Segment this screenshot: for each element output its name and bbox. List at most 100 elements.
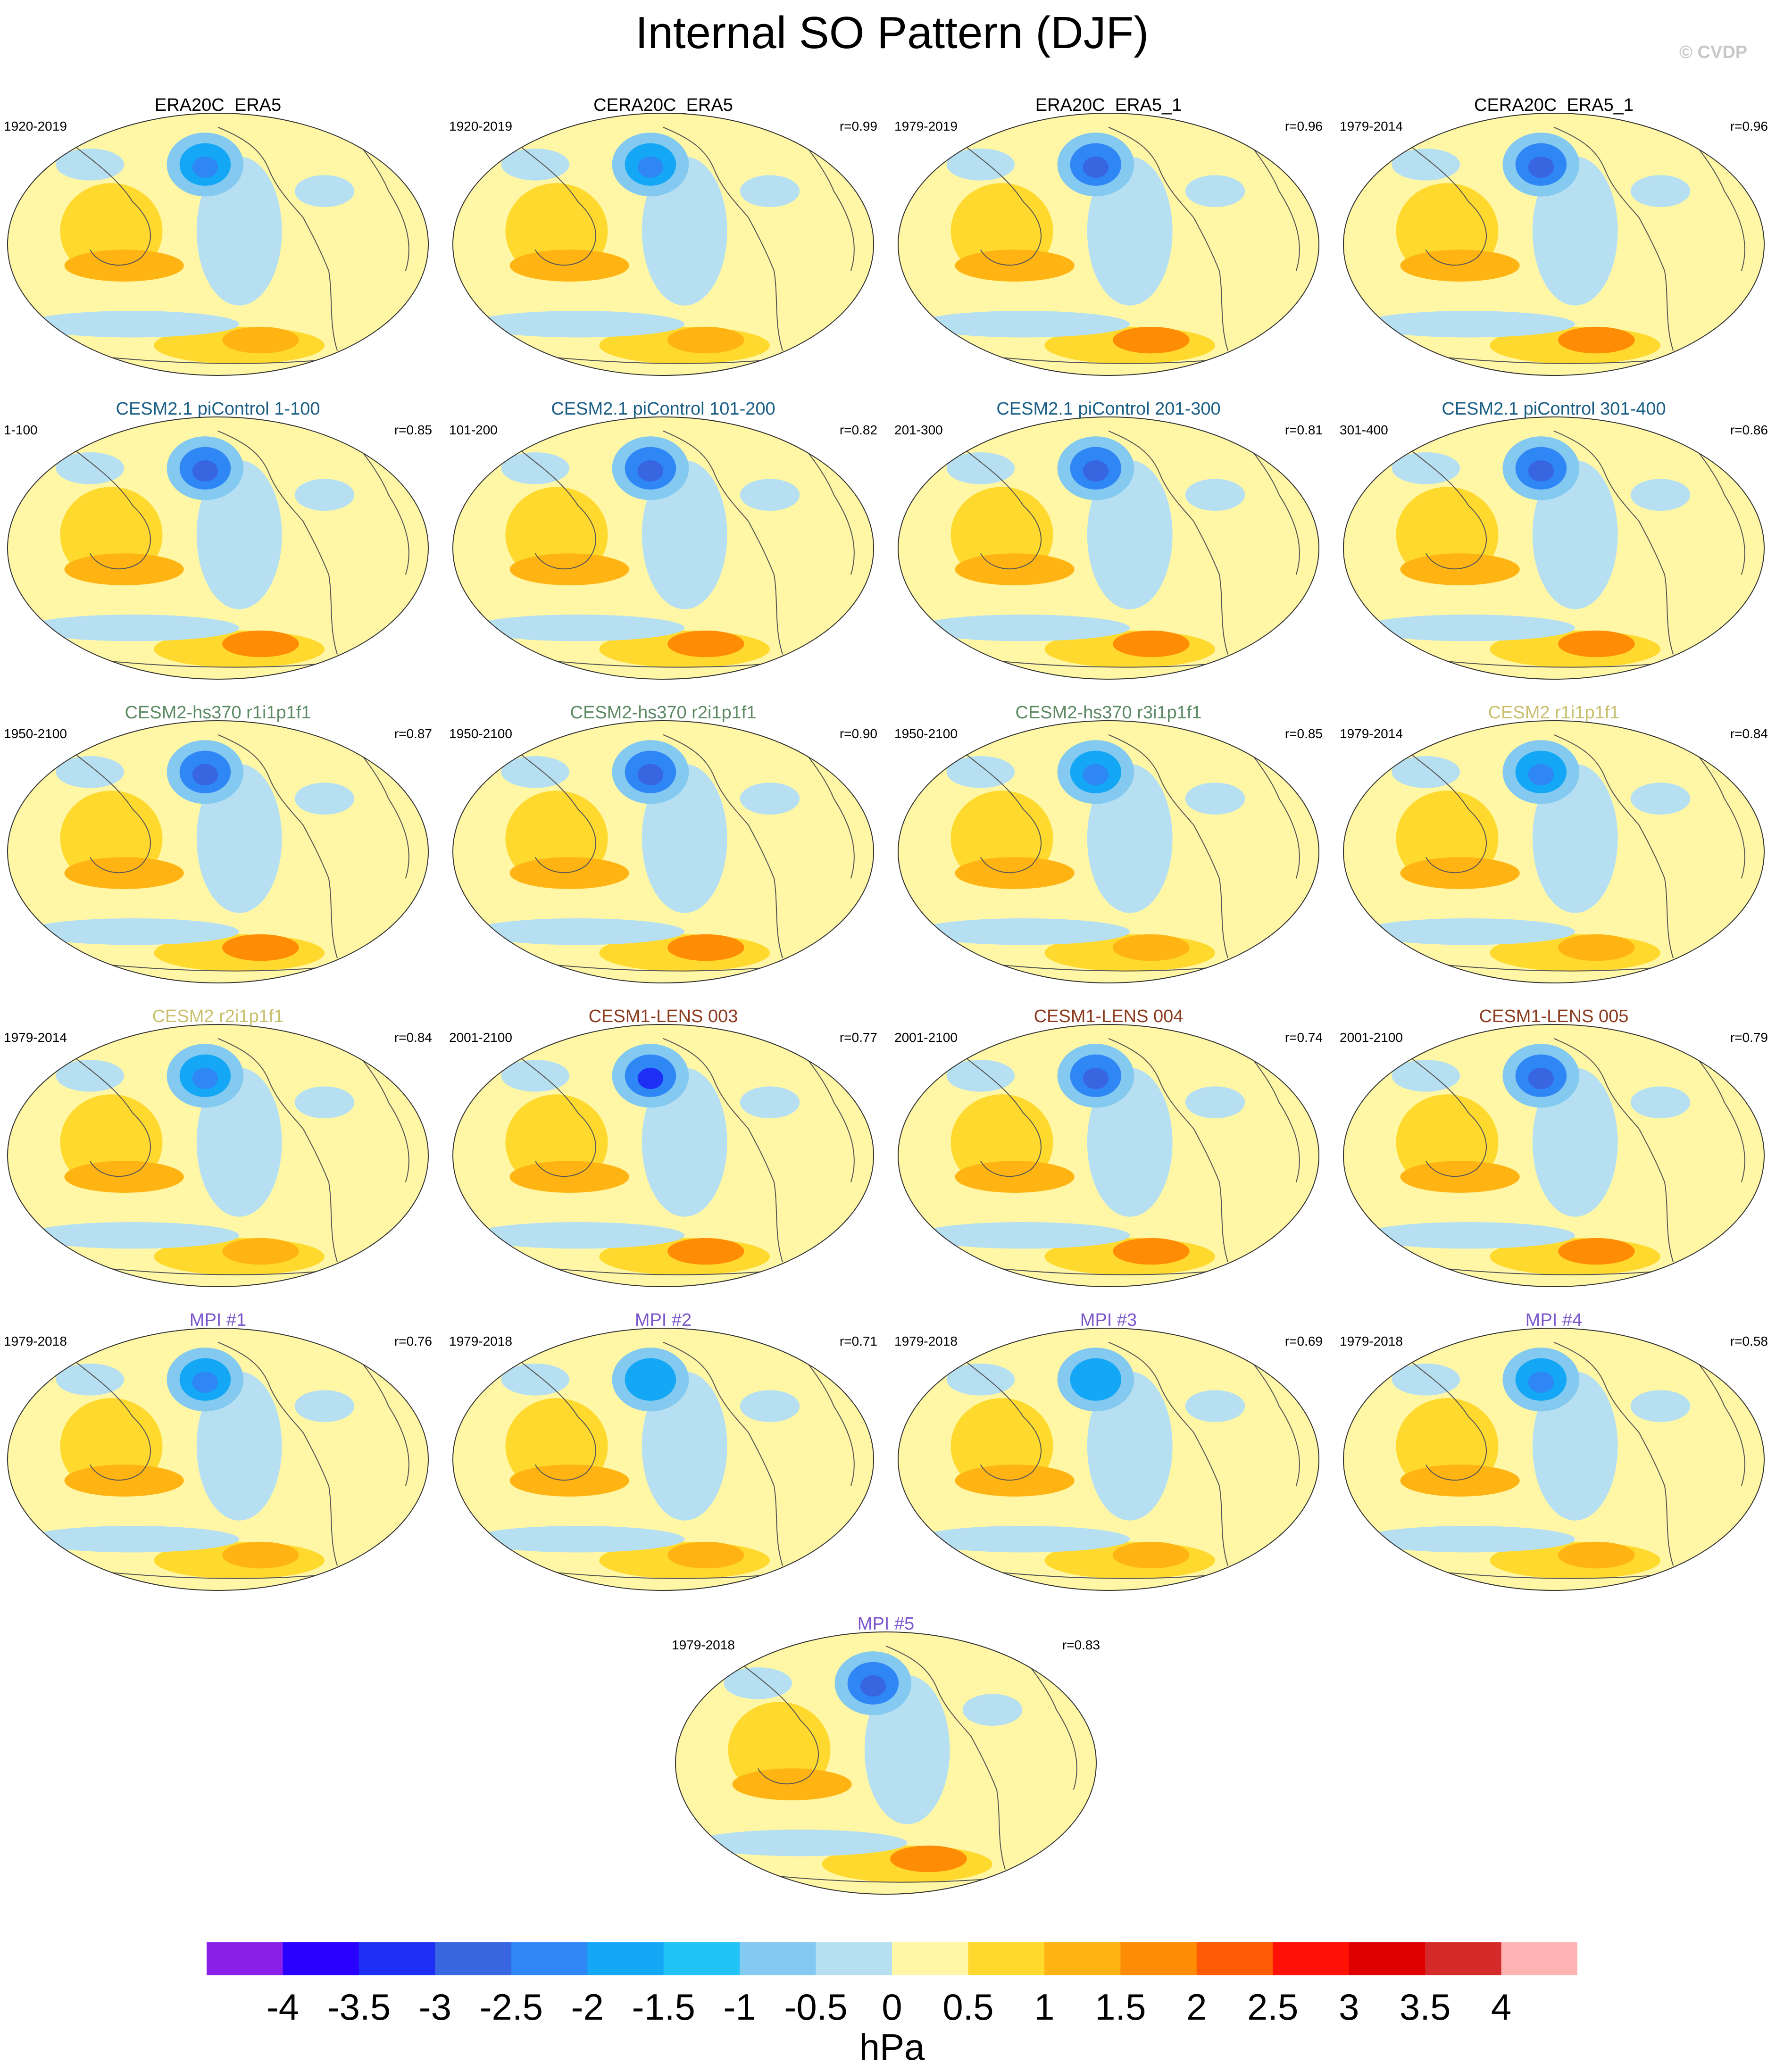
coastline bbox=[663, 1038, 784, 1262]
australian-positive-region bbox=[1400, 553, 1520, 585]
map-border bbox=[7, 1024, 429, 1287]
robinson-map bbox=[7, 720, 429, 983]
coastline bbox=[1553, 126, 1674, 351]
panel-title: CESM2 r2i1p1f1 bbox=[152, 1007, 284, 1026]
north-pacific-low-core bbox=[192, 764, 218, 785]
map-panel: CERA20C_ERA5_1 1979-2014 r=0.96 bbox=[1336, 94, 1772, 387]
map-border bbox=[898, 416, 1319, 680]
north-pacific-low-core bbox=[192, 156, 218, 178]
panel-period: 1950-2100 bbox=[4, 726, 67, 741]
australian-positive-region bbox=[955, 857, 1075, 889]
panel-correlation: r=0.86 bbox=[1730, 423, 1768, 437]
southern-ocean-positive-core bbox=[222, 630, 299, 657]
coastline bbox=[1108, 126, 1229, 351]
coastline bbox=[885, 1645, 1006, 1870]
coastline bbox=[217, 1038, 338, 1262]
panel-title: CESM2.1 piControl 301-400 bbox=[1442, 399, 1666, 419]
panel-period: 1979-2018 bbox=[672, 1638, 735, 1652]
cvdp-watermark: © CVDP bbox=[1679, 42, 1748, 62]
robinson-map bbox=[7, 416, 429, 680]
north-pacific-low-core bbox=[1528, 764, 1554, 785]
atlantic-negative-region bbox=[1185, 1086, 1245, 1119]
panel-period: 2001-2100 bbox=[894, 1030, 958, 1045]
north-pacific-low-core bbox=[1083, 1371, 1109, 1393]
colorbar-tick-label: 3 bbox=[1338, 1986, 1359, 2028]
southern-ocean-positive-core bbox=[1558, 326, 1635, 354]
southern-ocean-positive-core bbox=[1113, 1238, 1190, 1265]
panel-period: 1979-2014 bbox=[1340, 119, 1403, 133]
robinson-map bbox=[898, 416, 1319, 680]
north-pacific-low-core bbox=[192, 1371, 218, 1393]
colorbar-swatch bbox=[1196, 1942, 1273, 1975]
panel-title: CESM2-hs370 r2i1p1f1 bbox=[570, 703, 757, 723]
colorbar-tick-label: 2 bbox=[1186, 1986, 1207, 2028]
map-border bbox=[452, 416, 874, 680]
colorbar-swatch bbox=[892, 1942, 968, 1975]
southern-ocean-positive-core bbox=[1113, 1541, 1190, 1569]
southern-ocean-positive-core bbox=[222, 1238, 299, 1265]
map-border bbox=[675, 1631, 1097, 1895]
north-pacific-low-core bbox=[637, 156, 663, 178]
coastline bbox=[954, 745, 1042, 874]
colorbar-tick-label: -2 bbox=[571, 1986, 604, 2028]
southern-ocean-positive-core bbox=[1558, 934, 1635, 961]
map-border bbox=[452, 1328, 874, 1591]
southern-ocean-negative-band bbox=[1362, 311, 1576, 338]
panel-title: CESM2.1 piControl 201-300 bbox=[996, 399, 1221, 419]
figure-title: Internal SO Pattern (DJF) bbox=[635, 8, 1149, 58]
coastline bbox=[663, 734, 784, 958]
southern-ocean-negative-band bbox=[1362, 918, 1576, 945]
map-border bbox=[1343, 1328, 1765, 1591]
robinson-map bbox=[7, 1024, 429, 1287]
southern-ocean-negative-band bbox=[471, 918, 685, 945]
southern-ocean-positive-core bbox=[667, 1238, 744, 1265]
coastline bbox=[1553, 1341, 1674, 1566]
panel-correlation: r=0.96 bbox=[1730, 119, 1768, 133]
panel-title: ERA20C_ERA5_1 bbox=[1035, 95, 1182, 115]
panel-correlation: r=0.90 bbox=[839, 726, 877, 741]
coastline bbox=[217, 126, 338, 351]
coastline bbox=[217, 734, 338, 958]
panel-period: 1979-2018 bbox=[1340, 1334, 1403, 1348]
map-panel: CERA20C_ERA5 1920-2019 r=0.99 bbox=[445, 94, 881, 387]
colorbar-tick-label: 1 bbox=[1034, 1986, 1055, 2028]
panel-period: 1979-2014 bbox=[1340, 726, 1403, 741]
coastline bbox=[217, 430, 338, 655]
north-pacific-low-core bbox=[1528, 1371, 1554, 1393]
map-panel: CESM1-LENS 003 2001-2100 r=0.77 bbox=[445, 1006, 881, 1298]
atlantic-negative-region bbox=[740, 1086, 800, 1119]
map-border bbox=[898, 720, 1319, 983]
colorbar-tick-label: 3.5 bbox=[1399, 1986, 1451, 2028]
panel-correlation: r=0.87 bbox=[394, 726, 432, 741]
australian-positive-region bbox=[64, 250, 184, 282]
panel-correlation: r=0.74 bbox=[1284, 1030, 1323, 1045]
southern-ocean-negative-band bbox=[471, 615, 685, 641]
panel-correlation: r=0.96 bbox=[1284, 119, 1323, 133]
map-border bbox=[1343, 720, 1765, 983]
panel-title: CESM1-LENS 003 bbox=[588, 1007, 738, 1026]
australian-positive-region bbox=[1400, 1161, 1520, 1193]
coastline bbox=[509, 1048, 596, 1177]
colorbar-swatch bbox=[1120, 1942, 1197, 1975]
panel-title: MPI #2 bbox=[634, 1310, 692, 1330]
coastline bbox=[64, 1048, 151, 1177]
north-pacific-low-core bbox=[637, 1067, 663, 1089]
atlantic-negative-region bbox=[294, 1390, 355, 1423]
coastline bbox=[954, 441, 1042, 570]
southern-ocean-negative-band bbox=[917, 1526, 1130, 1553]
map-panel: CESM2.1 piControl 101-200 101-200 r=0.82 bbox=[445, 398, 881, 691]
colorbar-swatch bbox=[816, 1942, 892, 1975]
map-panel: ERA20C_ERA5 1920-2019 bbox=[0, 94, 436, 387]
atlantic-negative-region bbox=[740, 479, 800, 511]
colorbar-tick-label: 0 bbox=[882, 1986, 902, 2028]
colorbar-swatch bbox=[1425, 1942, 1502, 1975]
panel-period: 1920-2019 bbox=[449, 119, 512, 133]
map-panel: MPI #2 1979-2018 r=0.71 bbox=[445, 1309, 881, 1602]
southern-ocean-positive-core bbox=[1558, 1541, 1635, 1569]
coastline bbox=[1108, 1341, 1229, 1566]
robinson-map bbox=[7, 113, 429, 376]
australian-positive-region bbox=[64, 553, 184, 585]
map-panel: CESM1-LENS 005 2001-2100 r=0.79 bbox=[1336, 1006, 1772, 1298]
australian-positive-region bbox=[509, 250, 629, 282]
north-pacific-low-core bbox=[1083, 460, 1109, 482]
